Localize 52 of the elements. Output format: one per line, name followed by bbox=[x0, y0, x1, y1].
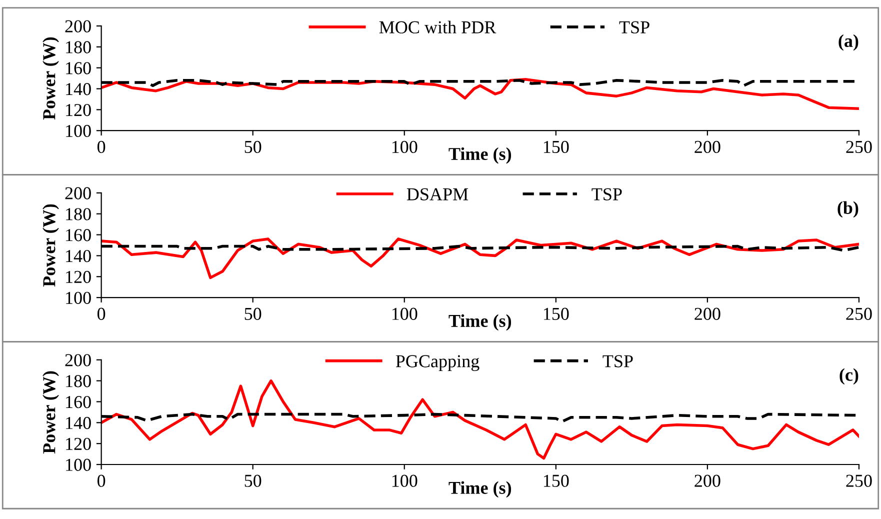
legend-label: MOC with PDR bbox=[379, 20, 496, 34]
legend-label: PGCapping bbox=[396, 355, 480, 372]
x-tick-label: 50 bbox=[244, 474, 262, 487]
x-tick-label: 100 bbox=[392, 308, 418, 320]
y-axis-title: Power (W) bbox=[42, 37, 59, 120]
y-tick-label: 180 bbox=[66, 208, 91, 220]
y-tick-label: 160 bbox=[66, 229, 91, 242]
y-tick-label: 100 bbox=[66, 458, 91, 471]
y-tick-label: 160 bbox=[66, 62, 91, 74]
x-tick-label: 50 bbox=[244, 308, 262, 320]
x-tick-label: 200 bbox=[694, 308, 720, 320]
x-tick-label: 0 bbox=[97, 140, 106, 154]
x-tick-label: 50 bbox=[244, 140, 262, 154]
y-tick-label: 200 bbox=[65, 354, 91, 366]
y-tick-label: 160 bbox=[66, 396, 91, 408]
y-tick-label: 140 bbox=[66, 416, 91, 430]
y-axis-title: Power (W) bbox=[42, 204, 59, 287]
legend-label: TSP bbox=[592, 188, 622, 200]
x-tick-label: 0 bbox=[97, 308, 106, 320]
y-tick-label: 140 bbox=[66, 250, 91, 262]
x-tick-label: 250 bbox=[846, 140, 872, 154]
x-tick-label: 100 bbox=[392, 474, 418, 487]
legend-label: TSP bbox=[602, 355, 633, 368]
x-tick-label: 150 bbox=[544, 140, 569, 154]
x-tick-label: 150 bbox=[544, 308, 569, 320]
x-axis-title: Time (s) bbox=[448, 314, 512, 331]
y-tick-label: 180 bbox=[66, 375, 91, 388]
x-axis-title: Time (s) bbox=[448, 147, 512, 164]
y-tick-label: 120 bbox=[66, 270, 91, 284]
x-axis-title: Time (s) bbox=[448, 481, 512, 498]
y-tick-label: 140 bbox=[66, 83, 91, 96]
y-tick-label: 180 bbox=[66, 41, 91, 54]
y-axis-title: Power (W) bbox=[42, 371, 59, 454]
y-tick-label: 200 bbox=[65, 187, 91, 200]
x-tick-label: 250 bbox=[846, 474, 872, 487]
line-series bbox=[101, 238, 859, 280]
annotation: (a) bbox=[838, 34, 858, 51]
annotation: (c) bbox=[840, 368, 858, 385]
y-tick-label: 200 bbox=[65, 20, 91, 32]
y-tick-label: 100 bbox=[66, 124, 91, 138]
x-tick-label: 200 bbox=[694, 474, 720, 487]
x-tick-label: 0 bbox=[97, 474, 106, 487]
y-tick-label: 100 bbox=[66, 292, 91, 304]
annotation: (b) bbox=[838, 201, 858, 218]
x-tick-label: 200 bbox=[694, 140, 720, 154]
y-tick-label: 120 bbox=[66, 104, 91, 116]
x-tick-label: 250 bbox=[846, 308, 872, 320]
x-tick-label: 150 bbox=[544, 474, 569, 487]
legend-label: TSP bbox=[619, 21, 650, 34]
legend-label: DSAPM bbox=[406, 188, 468, 200]
y-tick-label: 120 bbox=[66, 438, 91, 450]
x-tick-label: 100 bbox=[392, 140, 418, 154]
